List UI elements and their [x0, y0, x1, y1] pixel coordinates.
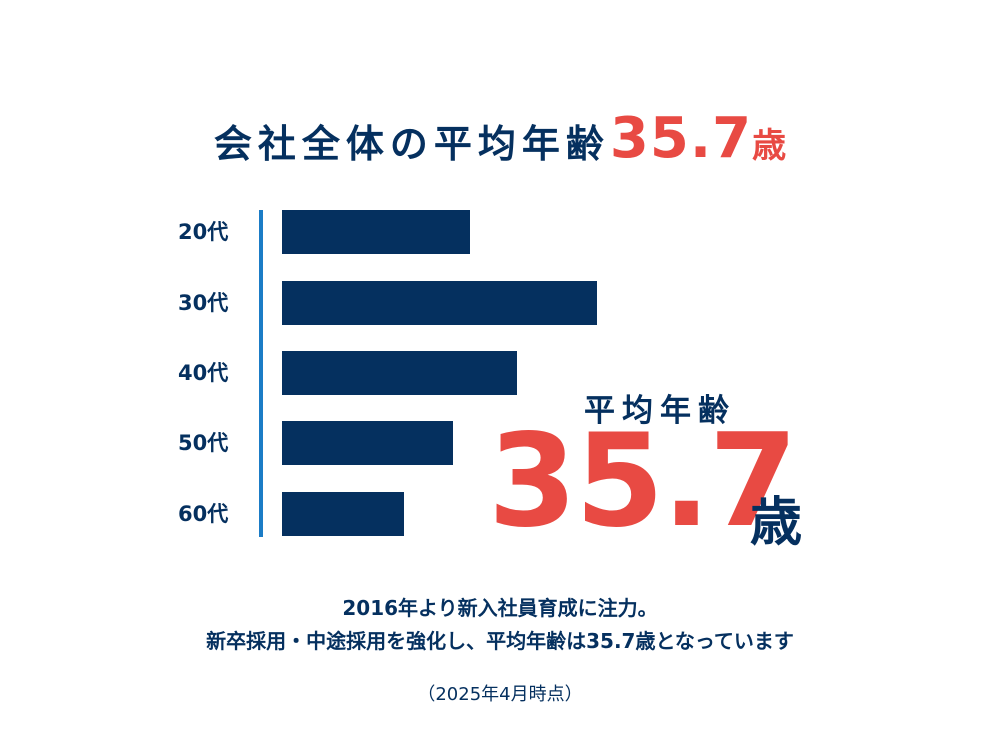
page-title: 会社全体の平均年齢35.7歳 [0, 106, 1000, 171]
date-note: （2025年4月時点） [417, 684, 583, 705]
bar-label: 30代 [178, 291, 229, 315]
bar [282, 210, 470, 254]
title-average-value: 35.7 [609, 106, 753, 171]
bar-label: 20代 [178, 220, 229, 244]
description-line-2: 新卒採用・中途採用を強化し、平均年齢は35.7歳となっています [206, 629, 794, 653]
chart-axis-line [259, 210, 263, 537]
description-line-1: 2016年より新入社員育成に注力。 [342, 596, 658, 620]
bar [282, 421, 453, 465]
bar-label: 50代 [178, 431, 229, 455]
average-age-label: 平均年齢 [584, 393, 736, 429]
title-text: 会社全体の平均年齢 [213, 122, 610, 166]
bar [282, 281, 597, 325]
bar-label: 40代 [178, 361, 229, 385]
average-age-unit: 歳 [750, 493, 803, 553]
bar [282, 492, 404, 536]
bar-label: 60代 [178, 502, 229, 526]
bar [282, 351, 517, 395]
average-age-value: 35.7 [488, 407, 798, 556]
title-average-unit: 歳 [752, 126, 787, 166]
